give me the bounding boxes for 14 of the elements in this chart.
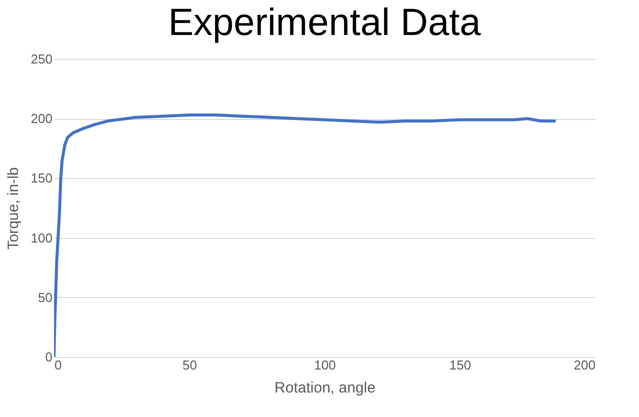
y-axis-title: Torque, in-lb xyxy=(4,167,22,250)
x-axis-title: Rotation, angle xyxy=(274,380,376,396)
chart-title: Experimental Data xyxy=(168,2,482,44)
y-tick-label: 150 xyxy=(30,170,52,186)
y-tick-label: 100 xyxy=(30,230,52,246)
y-tick-label: 200 xyxy=(30,111,52,126)
x-tick-label: 200 xyxy=(574,358,596,372)
line-series xyxy=(54,114,556,357)
x-tick-label: 100 xyxy=(314,358,336,372)
y-tick-label: 250 xyxy=(30,52,52,66)
x-tick-label: 0 xyxy=(54,358,62,372)
x-tick-label: 50 xyxy=(182,358,197,372)
y-tick-label: 50 xyxy=(38,290,52,305)
x-tick-label: 150 xyxy=(449,358,472,372)
